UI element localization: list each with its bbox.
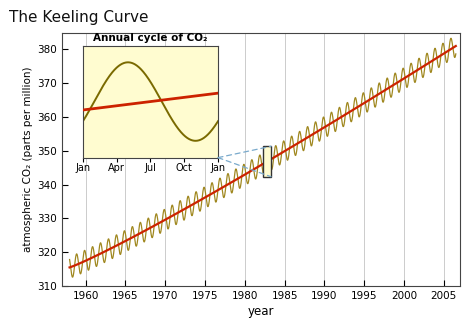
Bar (263, 146, 271, 177)
Title: Annual cycle of CO₂: Annual cycle of CO₂ (93, 33, 208, 43)
Y-axis label: atmospheric CO₂ (parts per million): atmospheric CO₂ (parts per million) (23, 67, 33, 252)
Text: The Keeling Curve: The Keeling Curve (9, 10, 149, 25)
X-axis label: year: year (247, 305, 274, 318)
